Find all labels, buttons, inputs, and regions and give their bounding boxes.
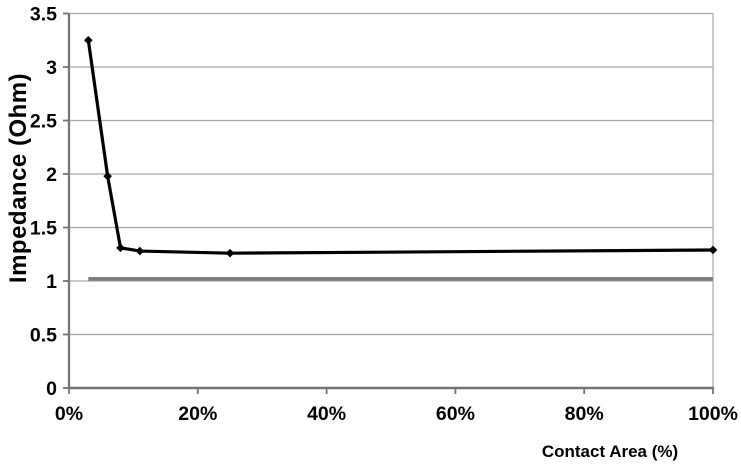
x-tick-label: 0% xyxy=(55,403,83,425)
y-tick-label: 2 xyxy=(46,164,57,186)
y-tick-label: 3 xyxy=(46,57,57,79)
data-point-marker xyxy=(84,35,93,45)
y-tick-label: 1.5 xyxy=(30,218,57,240)
data-point-marker xyxy=(103,171,112,181)
y-tick-label: 3.5 xyxy=(30,4,57,26)
x-tick-label: 40% xyxy=(307,403,346,425)
y-tick-label: 0 xyxy=(46,378,57,400)
y-axis-title: Impedance (Ohm) xyxy=(5,73,32,283)
y-tick-label: 2.5 xyxy=(30,111,57,133)
data-point-marker xyxy=(135,246,145,256)
x-tick-label: 20% xyxy=(178,403,217,425)
x-tick-label: 60% xyxy=(436,403,475,425)
x-axis-title: Contact Area (%) xyxy=(542,442,678,461)
x-tick-label: 100% xyxy=(688,403,738,425)
data-point-marker xyxy=(225,248,235,258)
y-tick-label: 0.5 xyxy=(30,325,57,347)
plot-area: 0 0.5 1 1.5 2 2.5 3 3.5 0% 20% 40% 60% 80% 100% xyxy=(30,4,738,426)
y-tick-label: 1 xyxy=(46,271,57,293)
series-line-impedance-vs-contact-area xyxy=(86,40,714,255)
data-point-marker xyxy=(116,243,125,253)
x-tick-label: 80% xyxy=(565,403,604,425)
data-point-marker xyxy=(708,245,718,255)
